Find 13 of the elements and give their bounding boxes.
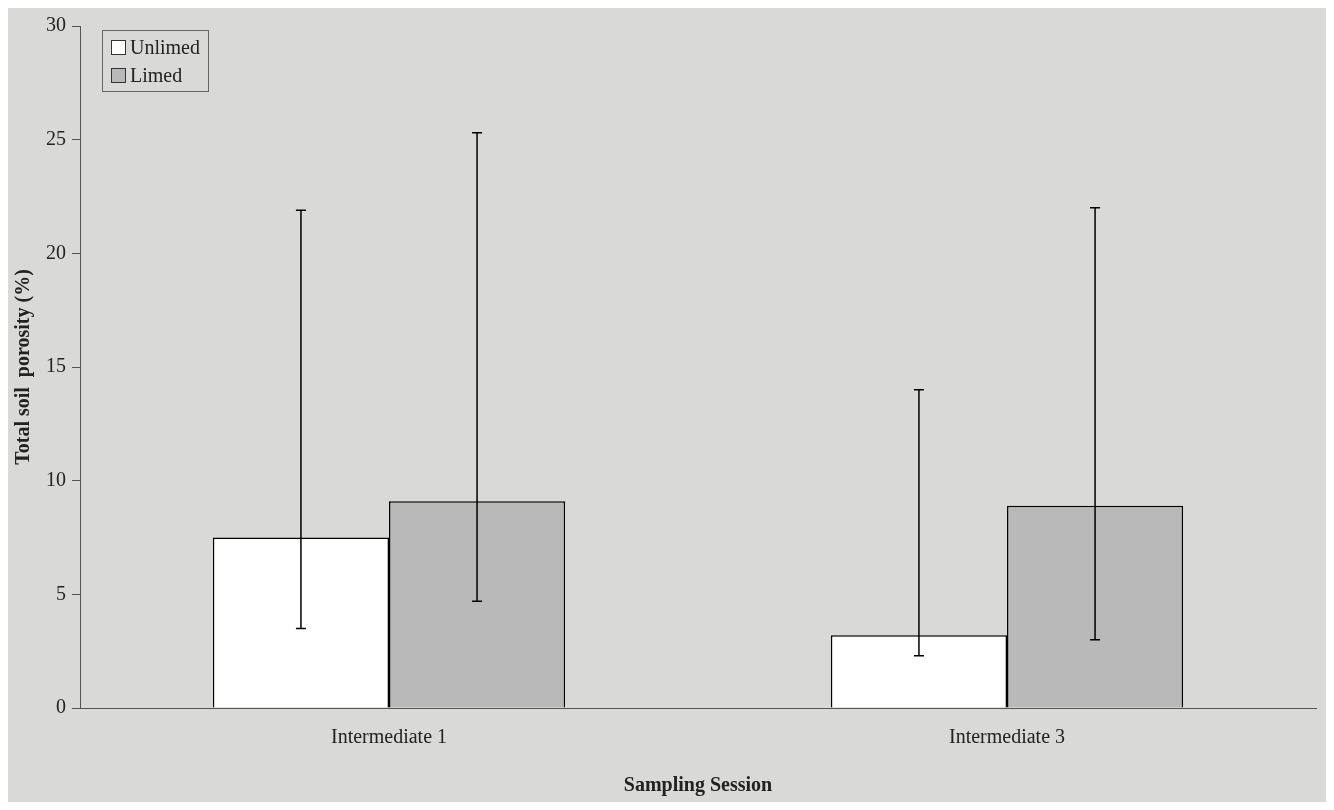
y-tick-label: 0: [56, 695, 66, 718]
y-tick-label: 25: [46, 126, 66, 149]
x-tick-label: Intermediate 3: [948, 725, 1066, 748]
x-axis-title: Sampling Session: [623, 773, 773, 797]
legend-label: Limed: [130, 63, 183, 88]
y-tick-label: 15: [46, 354, 66, 377]
legend-label: Unlimed: [130, 35, 200, 60]
y-tick-label: 10: [46, 467, 66, 490]
y-tick-label: 30: [46, 13, 66, 36]
y-axis-title: Total soil porosity (%): [11, 269, 35, 465]
y-tick-label: 5: [56, 581, 66, 604]
x-tick-label: Intermediate 1: [330, 725, 448, 748]
y-tick-label: 20: [46, 240, 66, 263]
